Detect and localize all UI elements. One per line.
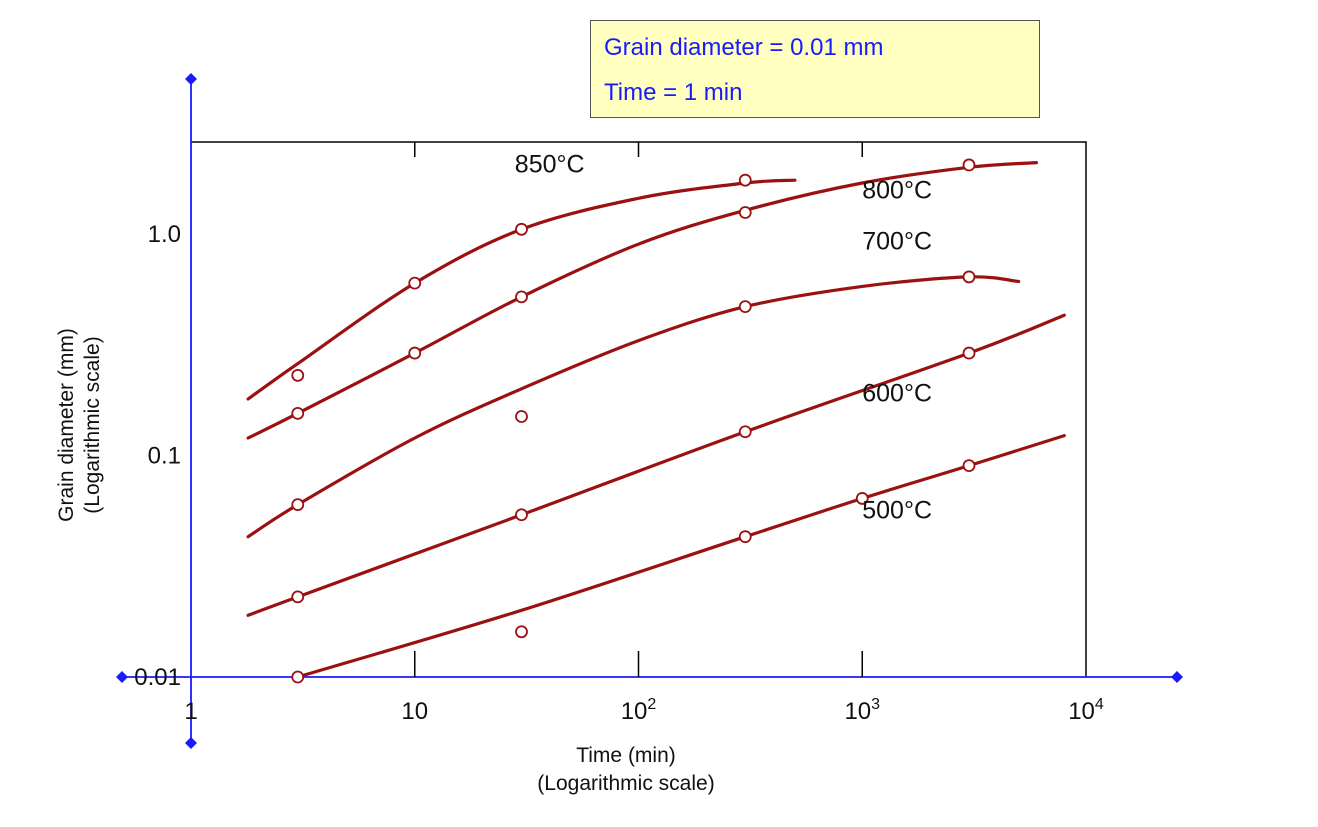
x-tick-label: 102 <box>621 696 657 725</box>
data-point-series-1 <box>515 290 528 304</box>
x-axis-label: Time (min) (Logarithmic scale) <box>426 742 826 798</box>
y-axis-label-line-1: Grain diameter (mm) <box>55 328 78 522</box>
data-point-series-2 <box>515 410 528 423</box>
data-point-series-4 <box>962 459 976 473</box>
y-tick-label: 0.1 <box>148 443 181 470</box>
plot-frame <box>191 141 1087 677</box>
data-point-series-1 <box>962 158 976 172</box>
y-axis-top-end-marker <box>185 73 197 85</box>
x-axis-label-line-2: (Logarithmic scale) <box>537 772 715 795</box>
data-point-series-4 <box>855 492 869 505</box>
series-line-2 <box>246 275 1021 539</box>
y-tick-label: 1.0 <box>148 221 181 248</box>
series-annotation: 800°C <box>862 176 932 204</box>
info-grain-diameter: Grain diameter = 0.01 mm <box>604 34 884 61</box>
series-line-1 <box>246 161 1038 440</box>
data-point-series-2 <box>962 270 976 284</box>
data-point-series-1 <box>291 406 305 420</box>
tick-marks <box>414 142 863 677</box>
data-point-series-3 <box>962 346 976 360</box>
series-annotation: 850°C <box>515 150 585 178</box>
x-tick-label: 1 <box>184 698 197 725</box>
x-tick-label: 104 <box>1068 696 1104 725</box>
data-point-series-0 <box>291 368 305 382</box>
data-point-series-0 <box>738 173 752 187</box>
series-line-3 <box>246 313 1066 617</box>
data-points <box>291 158 976 684</box>
y-axis-bottom-end-marker <box>185 737 197 749</box>
y-tick-label: 0.01 <box>134 664 181 691</box>
series-line-0 <box>246 178 797 401</box>
x-tick-label: 10 <box>401 698 428 725</box>
data-point-series-2 <box>291 498 305 512</box>
x-axis-label-line-1: Time (min) <box>576 744 676 767</box>
x-tick-label: 103 <box>844 696 880 725</box>
data-point-series-1 <box>738 206 752 219</box>
axes <box>116 73 1183 749</box>
x-axis-right-end-marker <box>1171 671 1183 683</box>
data-point-series-3 <box>515 508 528 522</box>
series-curves <box>246 161 1066 679</box>
text-labels: 1 10 102 103 104 0.01 0.1 1.0 850°C 800°C 700°C 600… <box>134 150 1104 725</box>
info-box: Grain diameter = 0.01 mm Time = 1 min <box>590 20 1040 118</box>
data-point-series-4 <box>515 625 528 639</box>
info-time: Time = 1 min <box>604 79 743 106</box>
data-point-series-0 <box>408 276 422 290</box>
data-point-series-2 <box>738 300 752 314</box>
series-annotation: 500°C <box>862 496 932 524</box>
y-axis-label-line-2: (Logarithmic scale) <box>81 336 104 514</box>
series-annotation: 700°C <box>862 228 932 256</box>
data-point-series-3 <box>738 425 752 439</box>
y-axis-label: Grain diameter (mm) (Logarithmic scale) <box>54 215 106 635</box>
series-annotation: 600°C <box>862 380 932 408</box>
data-point-series-3 <box>291 590 305 604</box>
data-point-series-1 <box>408 346 422 360</box>
data-point-series-0 <box>515 222 528 236</box>
data-point-series-4 <box>738 530 752 544</box>
data-point-series-4 <box>291 670 305 684</box>
x-axis-left-end-marker <box>116 671 128 683</box>
